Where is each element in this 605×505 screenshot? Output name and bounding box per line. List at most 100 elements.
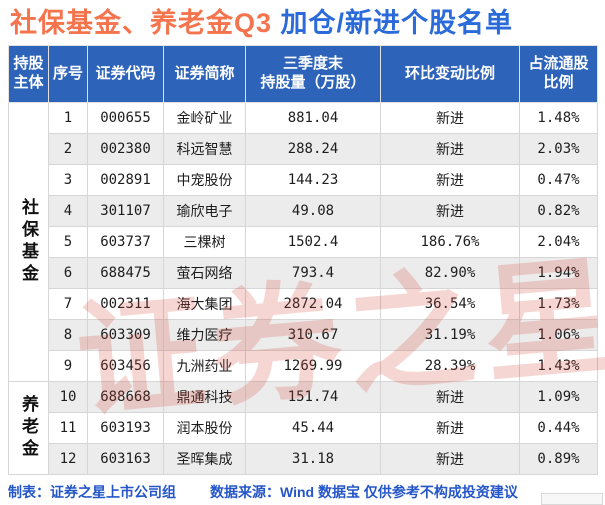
cell-name: 润本股份 [163,412,246,444]
cell-name: 海大集团 [163,288,246,320]
table-row: 12 603163 圣晖集成 31.18 新进 0.89% [9,443,598,475]
cell-code: 688475 [87,257,164,289]
table-row: 4 301107 瑜欣电子 49.08 新进 0.82% [9,195,598,227]
cell-no: 2 [48,133,88,165]
cell-holding: 2872.04 [245,288,381,320]
cell-change: 186.76% [380,226,520,258]
page-title-blue: 加仓/新进个股名单 [272,8,514,38]
cell-code: 603456 [87,350,164,382]
header-row: 持股 主体 序号 证券代码 证券简称 三季度末 持股量（万股） 环比变动比例 占… [8,45,598,103]
cell-holding: 31.18 [245,443,381,475]
cell-code: 002311 [87,288,164,320]
table-row: 8 603309 维力医疗 310.67 31.19% 1.06% [9,319,598,351]
cell-float-pct: 1.94% [519,257,598,289]
holdings-table-container: 持股 主体 序号 证券代码 证券简称 三季度末 持股量（万股） 环比变动比例 占… [8,45,598,475]
footer-source-disclaimer: 数据来源：Wind 数据宝 仅供参考不构成投资建议 [210,484,518,500]
cell-float-pct: 1.48% [519,102,598,134]
page-title-orange: 社保基金、养老金Q3 [10,8,273,38]
cell-change: 新进 [380,133,520,165]
holdings-table: 持股 主体 序号 证券代码 证券简称 三季度末 持股量（万股） 环比变动比例 占… [8,45,598,475]
cell-code: 000655 [87,102,164,134]
group-label-pension: 养老金 [8,381,49,475]
cell-code: 688668 [87,381,164,413]
cell-change: 82.90% [380,257,520,289]
col-header-holding: 三季度末 持股量（万股） [245,45,381,103]
col-header-index: 序号 [48,45,88,103]
table-row: 6 688475 萤石网络 793.4 82.90% 1.94% [9,257,598,289]
cell-holding: 151.74 [245,381,381,413]
table-row: 9 603456 九洲药业 1269.99 28.39% 1.43% [9,350,598,382]
col-header-change: 环比变动比例 [380,45,520,103]
col-header-code: 证券代码 [87,45,164,103]
cell-code: 603193 [87,412,164,444]
table-row: 社保基金 1 000655 金岭矿业 881.04 新进 1.48% [8,102,598,382]
cell-no: 8 [48,319,88,351]
cell-name: 圣晖集成 [163,443,246,475]
table-row: 3 002891 中宠股份 144.23 新进 0.47% [9,164,598,196]
table-row: 养老金 10 688668 鼎通科技 151.74 新进 1.09% [8,381,598,475]
cell-float-pct: 2.03% [519,133,598,165]
cell-name: 三棵树 [163,226,246,258]
cell-name: 中宠股份 [163,164,246,196]
cell-change: 28.39% [380,350,520,382]
cell-name: 维力医疗 [163,319,246,351]
cell-holding: 793.4 [245,257,381,289]
cell-code: 603737 [87,226,164,258]
cell-holding: 288.24 [245,133,381,165]
cell-no: 11 [48,412,88,444]
cell-change: 新进 [380,381,520,413]
col-header-float-pct: 占流通股 比例 [519,45,598,103]
cell-holding: 881.04 [245,102,381,134]
cell-float-pct: 2.04% [519,226,598,258]
cell-change: 新进 [380,102,520,134]
cell-no: 1 [48,102,88,134]
table-row: 5 603737 三棵树 1502.4 186.76% 2.04% [9,226,598,258]
cell-name: 鼎通科技 [163,381,246,413]
cell-code: 603309 [87,319,164,351]
group-label-social-security: 社保基金 [8,102,49,382]
footer-credits: 制表：证券之星上市公司组 数据来源：Wind 数据宝 仅供参考不构成投资建议 [8,482,518,502]
cell-float-pct: 1.73% [519,288,598,320]
cell-change: 36.54% [380,288,520,320]
cell-name: 科远智慧 [163,133,246,165]
cell-float-pct: 0.47% [519,164,598,196]
cell-change: 新进 [380,195,520,227]
cell-no: 4 [48,195,88,227]
cell-code: 002380 [87,133,164,165]
cell-float-pct: 1.09% [519,381,598,413]
cell-change: 新进 [380,443,520,475]
cell-no: 6 [48,257,88,289]
cell-no: 5 [48,226,88,258]
cell-name: 萤石网络 [163,257,246,289]
cell-holding: 45.44 [245,412,381,444]
cell-holding: 1269.99 [245,350,381,382]
table-row: 2 002380 科远智慧 288.24 新进 2.03% [9,133,598,165]
cell-no: 9 [48,350,88,382]
cell-no: 3 [48,164,88,196]
cell-float-pct: 0.44% [519,412,598,444]
cell-change: 新进 [380,164,520,196]
cell-no: 10 [48,381,88,413]
cell-float-pct: 0.82% [519,195,598,227]
footer-author: 制表：证券之星上市公司组 [8,484,176,500]
cell-holding: 144.23 [245,164,381,196]
table-row: 11 603193 润本股份 45.44 新进 0.44% [9,412,598,444]
col-header-name: 证券简称 [163,45,246,103]
page-title: 社保基金、养老金Q3 加仓/新进个股名单 [0,0,605,44]
cell-holding: 310.67 [245,319,381,351]
cell-no: 12 [48,443,88,475]
bottom-right-fragment [541,493,603,505]
cell-code: 002891 [87,164,164,196]
cell-name: 金岭矿业 [163,102,246,134]
cell-code: 301107 [87,195,164,227]
cell-change: 新进 [380,412,520,444]
cell-name: 瑜欣电子 [163,195,246,227]
cell-code: 603163 [87,443,164,475]
cell-float-pct: 1.43% [519,350,598,382]
cell-float-pct: 1.06% [519,319,598,351]
col-header-holder: 持股 主体 [8,45,49,103]
cell-holding: 49.08 [245,195,381,227]
cell-holding: 1502.4 [245,226,381,258]
cell-no: 7 [48,288,88,320]
table-row: 7 002311 海大集团 2872.04 36.54% 1.73% [9,288,598,320]
